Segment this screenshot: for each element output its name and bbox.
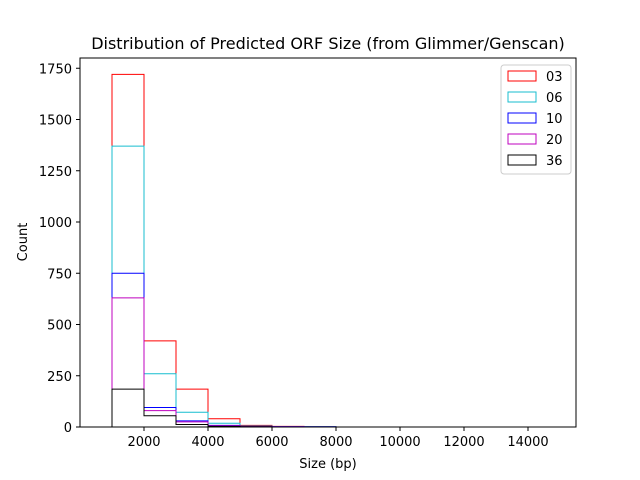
plot-frame (79, 57, 577, 428)
legend-swatch-10 (507, 112, 537, 124)
y-tick-label: 1750 (39, 62, 72, 77)
y-axis-label: Count (16, 223, 31, 262)
x-axis: 2000 4000 6000 8000 10000 12000 14000 (127, 427, 549, 450)
y-tick-label: 1500 (39, 114, 72, 129)
legend-label-10: 10 (546, 112, 563, 127)
legend: 03 06 10 20 36 (500, 64, 572, 175)
y-tick-label: 250 (47, 370, 72, 385)
legend-swatch-36 (507, 154, 537, 166)
y-tick-label: 1250 (39, 165, 72, 180)
series-03-histogram (111, 73, 560, 428)
x-tick-label: 2000 (127, 435, 160, 450)
legend-swatch-03 (507, 70, 537, 82)
legend-label-36: 36 (546, 154, 563, 169)
x-tick-label: 8000 (319, 435, 352, 450)
legend-swatch-06 (507, 91, 537, 103)
series-10-histogram (111, 272, 560, 428)
legend-swatch-20 (507, 133, 537, 145)
x-axis-label: Size (bp) (299, 457, 356, 472)
y-tick-label: 1000 (39, 216, 72, 231)
y-axis: 0 250 500 750 1000 1250 1500 1750 (39, 62, 80, 436)
x-tick-label: 4000 (191, 435, 224, 450)
series-20-histogram (111, 297, 560, 428)
x-tick-label: 14000 (507, 435, 548, 450)
legend-label-20: 20 (546, 133, 563, 148)
legend-label-03: 03 (546, 70, 563, 85)
x-tick-label: 10000 (379, 435, 420, 450)
legend-label-06: 06 (546, 91, 563, 106)
series-layer (111, 73, 560, 428)
series-06-histogram (111, 145, 560, 428)
y-tick-label: 0 (64, 421, 72, 436)
y-tick-label: 750 (47, 267, 72, 282)
x-tick-label: 12000 (443, 435, 484, 450)
x-tick-label: 6000 (255, 435, 288, 450)
y-tick-label: 500 (47, 319, 72, 334)
chart-title: Distribution of Predicted ORF Size (from… (91, 34, 565, 53)
